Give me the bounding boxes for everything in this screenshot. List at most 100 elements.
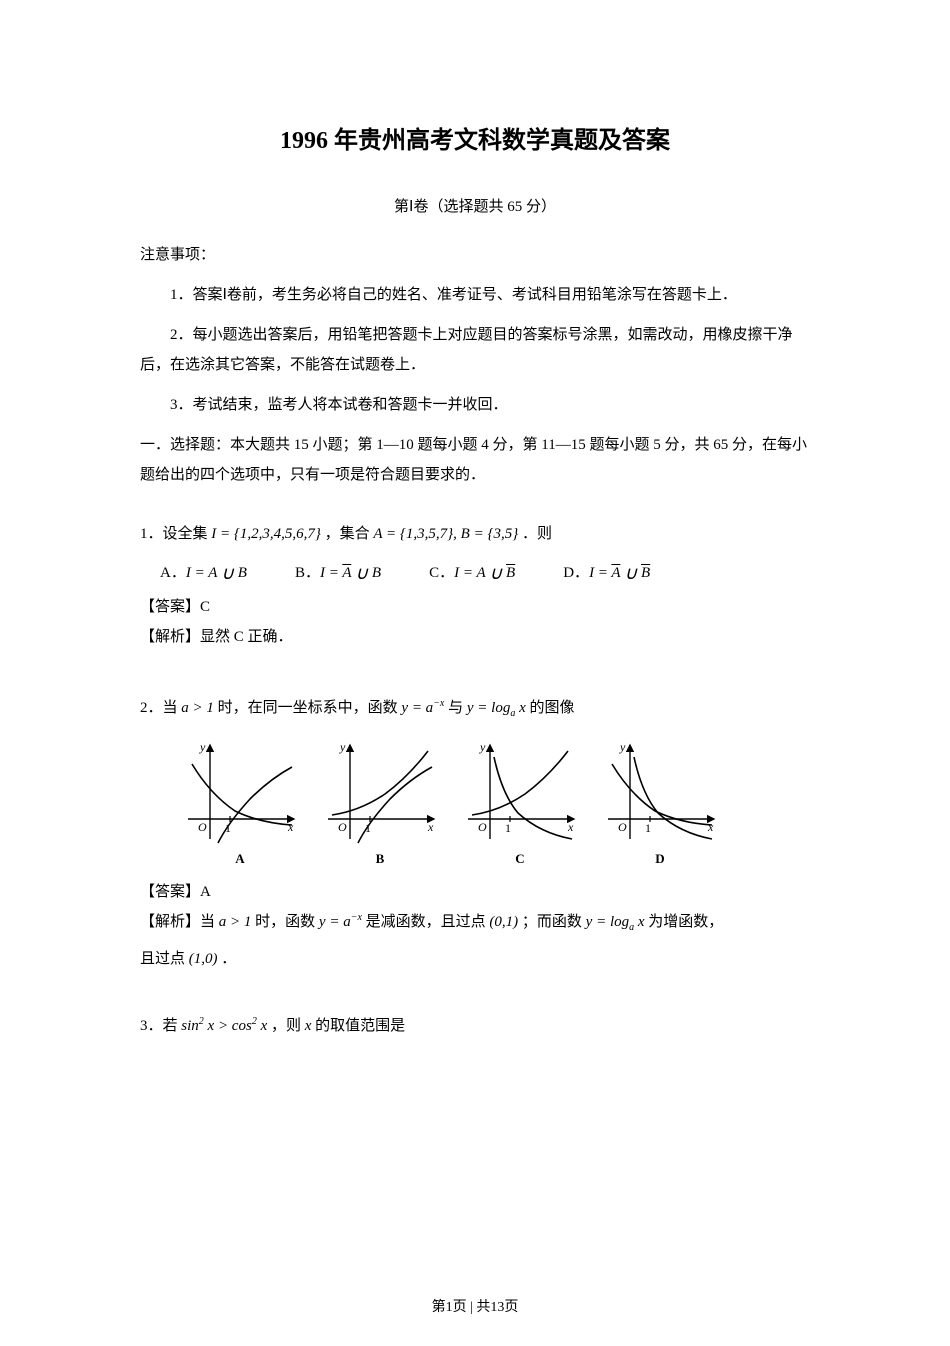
svg-text:O: O [198, 820, 207, 834]
svg-text:x: x [567, 820, 574, 834]
q2-answer: 【答案】A [140, 877, 810, 907]
q2-exp-pt1: (0,1) [489, 914, 518, 930]
q2-f2: y = loga x [467, 700, 526, 716]
q1-c-over: B [506, 565, 515, 581]
q1-opt-c-expr: I = A ∪ B [454, 565, 515, 581]
q2-tail: 的图像 [526, 700, 575, 716]
q2-ans-val: A [200, 884, 211, 900]
q2-f1: y = a−x [401, 700, 444, 716]
q1-opt-d-expr: I = A ∪ B [589, 565, 650, 581]
svg-text:x: x [707, 820, 714, 834]
q1-ans-label: 【答案】 [140, 599, 200, 615]
q3-tail: 的取值范围是 [311, 1018, 405, 1034]
q1-answer: 【答案】C [140, 592, 810, 622]
q3-cos: x > cos [204, 1018, 252, 1034]
question-2: 2．当 a > 1 时，在同一坐标系中，函数 y = a−x 与 y = log… [140, 692, 810, 974]
footer-page: 1 [446, 1300, 453, 1315]
q2-pre: 2．当 [140, 700, 181, 716]
q1-tail: ．则 [518, 526, 552, 542]
q2-f2-pre: y = log [467, 700, 510, 716]
svg-text:x: x [427, 820, 434, 834]
q2-exp-l2-post: ． [218, 951, 237, 967]
q1-exp-label: 【解析】 [140, 629, 200, 645]
q1-d-over2: B [641, 565, 650, 581]
q1-exp-text: 显然 C 正确． [200, 629, 293, 645]
page-title: 1996 年贵州高考文科数学真题及答案 [140, 120, 810, 155]
question-3: 3．若 sin2 x > cos2 x ，则 x 的取值范围是 [140, 1010, 810, 1043]
q2-exp-f1-base: y = a [319, 914, 351, 930]
question-1: 1．设全集 I = {1,2,3,4,5,6,7} ，集合 A = {1,3,5… [140, 518, 810, 652]
q2-exp-f2-pre: y = log [586, 914, 629, 930]
graph-c-label: C [460, 851, 580, 867]
q1-explanation: 【解析】显然 C 正确． [140, 622, 810, 652]
q2-stem: 2．当 a > 1 时，在同一坐标系中，函数 y = a−x 与 y = log… [140, 692, 810, 725]
q2-exp-f2-post: x [634, 914, 644, 930]
section-intro: 一．选择题：本大题共 15 小题；第 1—10 题每小题 4 分，第 11—15… [140, 430, 810, 490]
notice-3: 3．考试结束，监考人将本试卷和答题卡一并收回． [140, 390, 810, 420]
svg-text:y: y [199, 740, 206, 754]
q2-exp-f1: y = a−x [319, 914, 362, 930]
q2-explanation-l1: 【解析】当 a > 1 时，函数 y = a−x 是减函数，且过点 (0,1) … [140, 907, 810, 938]
q2-exp-mid2: 是减函数，且过点 [362, 914, 490, 930]
q1-d-over1: A [611, 565, 620, 581]
q3-stem: 3．若 sin2 x > cos2 x ，则 x 的取值范围是 [140, 1010, 810, 1043]
svg-text:1: 1 [505, 821, 511, 835]
graph-a: y x O 1 A [180, 739, 300, 867]
footer-pre: 第 [432, 1300, 446, 1315]
svg-text:O: O [338, 820, 347, 834]
q3-pre: 3．若 [140, 1018, 181, 1034]
svg-text:y: y [619, 740, 626, 754]
q2-cond: a > 1 [181, 700, 214, 716]
q1-opt-b: B．I = A ∪ B [295, 561, 381, 584]
svg-text:y: y [479, 740, 486, 754]
q2-exp-pre: 当 [200, 914, 219, 930]
q1-A: A = {1,3,5,7}, B = {3,5} [373, 526, 518, 542]
q2-mid2: 与 [444, 700, 467, 716]
graph-b: y x O 1 B [320, 739, 440, 867]
q3-ineq: sin2 x > cos2 x [181, 1018, 267, 1034]
svg-text:O: O [618, 820, 627, 834]
footer-total: 13 [490, 1300, 504, 1315]
q2-explanation-l2: 且过点 (1,0) ． [140, 944, 810, 974]
footer-post: 页 [504, 1300, 518, 1315]
q2-exp-f2: y = loga x [586, 914, 645, 930]
q2-exp-l2-pre: 且过点 [140, 951, 189, 967]
graph-d-label: D [600, 851, 720, 867]
svg-text:x: x [287, 820, 294, 834]
footer-mid: 页 | 共 [453, 1300, 491, 1315]
q2-graphs: y x O 1 A y x O 1 [170, 739, 730, 867]
q2-ans-label: 【答案】 [140, 884, 200, 900]
q2-exp-mid1: 时，函数 [251, 914, 319, 930]
notice-2: 2．每小题选出答案后，用铅笔把答题卡上对应题目的答案标号涂黑，如需改动，用橡皮擦… [140, 320, 810, 380]
q2-exp-mid4: 为增函数， [645, 914, 724, 930]
q1-opt-d: D．I = A ∪ B [563, 561, 650, 584]
q3-x: x [257, 1018, 267, 1034]
svg-text:y: y [339, 740, 346, 754]
q1-stem: 1．设全集 I = {1,2,3,4,5,6,7} ，集合 A = {1,3,5… [140, 518, 810, 551]
q1-ans-val: C [200, 599, 210, 615]
q1-mid: ，集合 [321, 526, 374, 542]
q2-exp-mid3: ；而函数 [518, 914, 586, 930]
notice-head: 注意事项： [140, 240, 810, 270]
notice-1: 1．答案Ⅰ卷前，考生务必将自己的姓名、准考证号、考试科目用铅笔涂写在答题卡上． [140, 280, 810, 310]
q1-pre: 1．设全集 [140, 526, 211, 542]
q1-opt-a-expr: I = A ∪ B [186, 565, 247, 581]
graph-d: y x O 1 D [600, 739, 720, 867]
q2-f2-post: x [515, 700, 525, 716]
q2-exp-f1-sup: −x [351, 912, 362, 923]
q2-exp-pt2: (1,0) [189, 951, 218, 967]
svg-text:O: O [478, 820, 487, 834]
graph-b-label: B [320, 851, 440, 867]
q1-opt-c: C．I = A ∪ B [429, 561, 515, 584]
graph-c: y x O 1 C [460, 739, 580, 867]
q2-exp-label: 【解析】 [140, 914, 200, 930]
q2-f1-sup: −x [433, 698, 444, 709]
svg-text:1: 1 [645, 821, 651, 835]
page-footer: 第1页 | 共13页 [0, 1296, 950, 1316]
q1-b-over: A [342, 565, 351, 581]
subtitle: 第Ⅰ卷（选择题共 65 分） [140, 195, 810, 216]
q1-opt-b-expr: I = A ∪ B [320, 565, 381, 581]
graph-a-label: A [180, 851, 300, 867]
q1-I: I = {1,2,3,4,5,6,7} [211, 526, 321, 542]
q1-opt-a: A．I = A ∪ B [160, 561, 247, 584]
